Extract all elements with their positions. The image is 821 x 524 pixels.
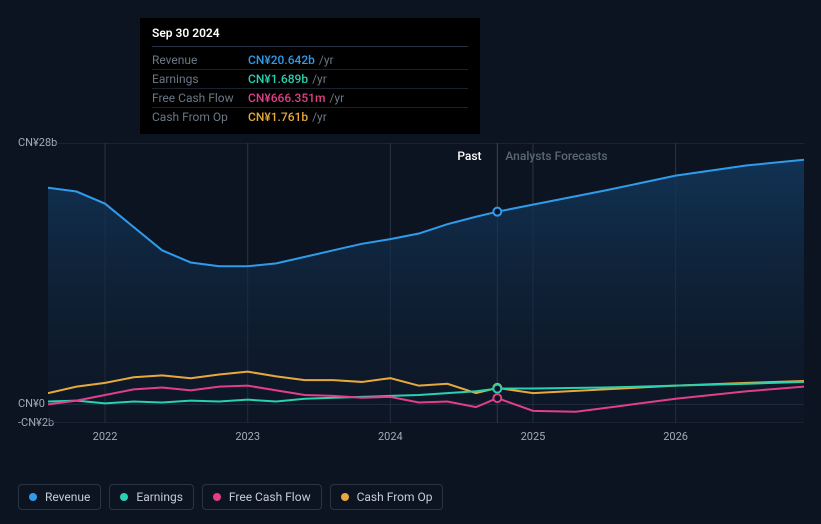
legend-item-cash_from_op[interactable]: Cash From Op: [330, 484, 444, 510]
legend-dot-icon: [120, 493, 128, 501]
legend-item-earnings[interactable]: Earnings: [109, 484, 194, 510]
tooltip-row: Cash From OpCN¥1.761b/yr: [152, 108, 468, 126]
forecast-region-label: Analysts Forecasts: [505, 149, 607, 163]
chart-legend: Revenue Earnings Free Cash Flow Cash From O…: [18, 484, 443, 510]
tooltip-row: RevenueCN¥20.642b/yr: [152, 51, 468, 70]
x-axis-label: 2022: [93, 430, 118, 443]
tooltip-row-label: Cash From Op: [152, 110, 248, 124]
legend-label: Free Cash Flow: [229, 490, 311, 504]
tooltip-row: EarningsCN¥1.689b/yr: [152, 70, 468, 89]
tooltip-row-unit: /yr: [312, 110, 327, 124]
legend-dot-icon: [213, 493, 221, 501]
tooltip-row-label: Revenue: [152, 53, 248, 67]
tooltip-date: Sep 30 2024: [152, 26, 468, 47]
legend-label: Cash From Op: [357, 490, 433, 504]
earnings-chart: CN¥28bCN¥0-CN¥2b Past Analysts Forecasts…: [18, 125, 804, 465]
tooltip-row-value: CN¥1.689b: [248, 72, 308, 86]
x-axis-label: 2025: [521, 430, 546, 443]
y-axis-label: CN¥0: [18, 397, 45, 410]
tooltip-row-label: Free Cash Flow: [152, 91, 248, 105]
chart-tooltip: Sep 30 2024 RevenueCN¥20.642b/yrEarnings…: [140, 18, 480, 134]
marker-revenue: [493, 208, 501, 216]
tooltip-row-value: CN¥666.351m: [248, 91, 325, 105]
chart-plot-area: [48, 143, 804, 423]
x-axis-label: 2024: [378, 430, 403, 443]
tooltip-row-value: CN¥1.761b: [248, 110, 308, 124]
tooltip-row-unit: /yr: [312, 72, 327, 86]
marker-free_cash_flow: [493, 394, 501, 402]
legend-label: Revenue: [45, 490, 90, 504]
legend-dot-icon: [29, 493, 37, 501]
marker-earnings: [493, 385, 501, 393]
past-region-label: Past: [457, 149, 481, 163]
legend-dot-icon: [341, 493, 349, 501]
legend-item-free_cash_flow[interactable]: Free Cash Flow: [202, 484, 322, 510]
legend-item-revenue[interactable]: Revenue: [18, 484, 101, 510]
tooltip-row: Free Cash FlowCN¥666.351m/yr: [152, 89, 468, 108]
x-axis-label: 2026: [663, 430, 688, 443]
x-axis-label: 2023: [235, 430, 260, 443]
tooltip-row-value: CN¥20.642b: [248, 53, 315, 67]
legend-label: Earnings: [136, 490, 183, 504]
tooltip-row-unit: /yr: [319, 53, 334, 67]
tooltip-row-unit: /yr: [329, 91, 344, 105]
tooltip-row-label: Earnings: [152, 72, 248, 86]
